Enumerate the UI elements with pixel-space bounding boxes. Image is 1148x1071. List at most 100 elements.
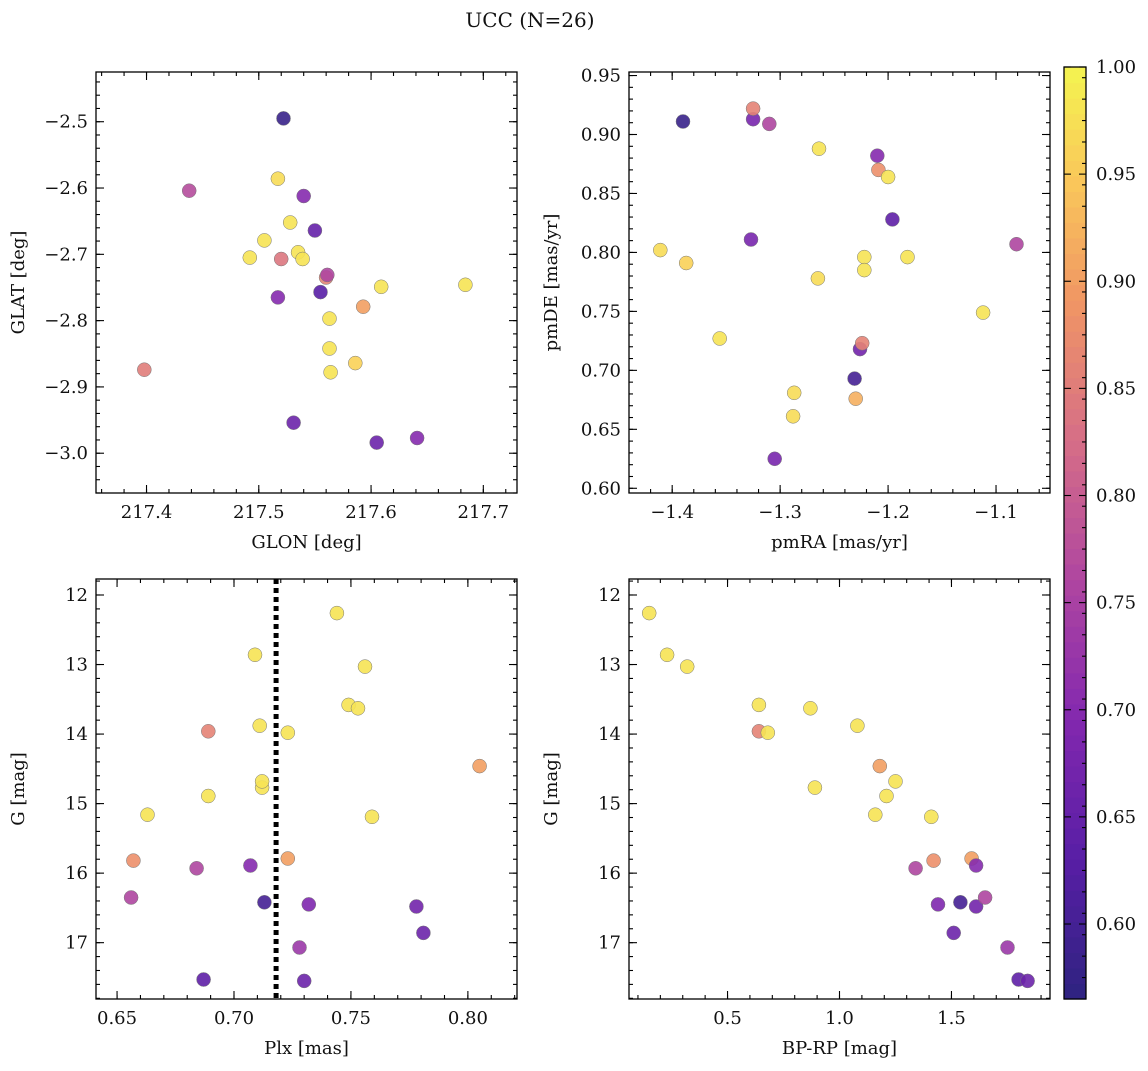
data-point bbox=[659, 647, 675, 663]
y-tick-label: 16 bbox=[598, 863, 621, 884]
colorbar-segment bbox=[1064, 160, 1086, 177]
colorbar-segment bbox=[1064, 843, 1086, 860]
colorbar-frame bbox=[1063, 66, 1087, 1000]
y-tick-label: 17 bbox=[65, 933, 88, 954]
y-tick-label: 0.80 bbox=[581, 242, 621, 263]
data-point bbox=[329, 605, 345, 621]
data-point bbox=[273, 251, 289, 267]
data-point bbox=[323, 365, 338, 380]
data-point bbox=[762, 116, 777, 132]
colorbar-segment bbox=[1064, 268, 1086, 286]
colorbar-segment bbox=[1064, 548, 1086, 565]
data-point bbox=[786, 385, 802, 401]
x-tick-label: 217.7 bbox=[458, 502, 510, 523]
data-point bbox=[357, 659, 373, 674]
colorbar-tick-label: 0.60 bbox=[1096, 914, 1136, 935]
data-point bbox=[751, 697, 767, 713]
data-point bbox=[977, 890, 993, 905]
colorbar-segment bbox=[1064, 191, 1086, 208]
data-point bbox=[257, 233, 272, 248]
data-point bbox=[313, 284, 328, 300]
y-tick-label: 0.65 bbox=[581, 419, 621, 440]
data-point bbox=[712, 331, 727, 346]
colorbar-segment bbox=[1064, 905, 1086, 922]
data-point bbox=[247, 647, 263, 663]
data-point bbox=[745, 101, 761, 116]
data-point bbox=[850, 718, 865, 733]
data-point bbox=[322, 341, 337, 356]
colorbar-segment bbox=[1064, 144, 1086, 161]
data-point bbox=[857, 249, 872, 265]
colorbar-segment bbox=[1064, 688, 1086, 705]
colorbar-segment bbox=[1064, 766, 1086, 783]
y-tick-label: 16 bbox=[65, 863, 88, 884]
data-point bbox=[301, 897, 317, 912]
data-point bbox=[743, 232, 759, 247]
colorbar-segment bbox=[1064, 424, 1086, 441]
y-tick-label: −2.7 bbox=[44, 244, 88, 265]
x-tick-label: 217.6 bbox=[345, 502, 397, 523]
x-tick-label: 0.80 bbox=[448, 1008, 488, 1029]
colorbar-segment bbox=[1064, 346, 1086, 363]
colorbar-segment bbox=[1064, 797, 1086, 814]
data-point bbox=[760, 725, 776, 740]
colorbar-segment bbox=[1064, 67, 1086, 84]
y-tick-label: 0.75 bbox=[581, 301, 621, 322]
y-axis-label: pmDE [mas/yr] bbox=[541, 214, 562, 352]
colorbar-segment bbox=[1064, 486, 1086, 503]
x-tick-label: 1.0 bbox=[825, 1008, 854, 1029]
data-point bbox=[458, 277, 473, 293]
data-point bbox=[292, 940, 307, 955]
colorbar-segment bbox=[1064, 439, 1086, 456]
colorbar-segment bbox=[1064, 610, 1086, 627]
colorbar-segment bbox=[1064, 237, 1086, 254]
colorbar-segment bbox=[1064, 564, 1086, 581]
data-point bbox=[270, 171, 286, 186]
panel-plx-g: 0.65 0.70 0.75 0.80 12 13 14 15 16 17 Plx [mas] G [… bbox=[8, 578, 518, 1059]
data-point bbox=[270, 290, 286, 305]
y-tick-label: −3.0 bbox=[44, 443, 88, 464]
data-point bbox=[675, 114, 691, 129]
colorbar-segment bbox=[1064, 890, 1086, 907]
data-point bbox=[1020, 973, 1035, 989]
colorbar-segment bbox=[1064, 781, 1086, 798]
colorbar-segment bbox=[1064, 734, 1086, 752]
colorbar-tick-label: 0.85 bbox=[1096, 378, 1136, 399]
data-point bbox=[678, 255, 694, 271]
data-point bbox=[854, 335, 870, 351]
y-axis-label: G [mag] bbox=[8, 752, 29, 825]
data-point bbox=[201, 788, 216, 804]
colorbar-segment bbox=[1064, 517, 1086, 534]
data-point bbox=[322, 311, 337, 326]
data-point bbox=[472, 758, 487, 774]
data-point bbox=[416, 925, 431, 941]
colorbar-segment bbox=[1064, 300, 1086, 317]
data-point bbox=[276, 111, 291, 126]
colorbar-segment bbox=[1064, 393, 1086, 410]
panel-glon-glat: 217.4 217.5 217.6 217.7 −2.5 −2.6 −2.7 −2.8 −2.9… bbox=[8, 71, 518, 553]
data-point bbox=[355, 299, 371, 314]
data-point bbox=[872, 758, 888, 774]
data-point bbox=[924, 809, 939, 825]
y-tick-label: 0.85 bbox=[581, 183, 621, 204]
data-point bbox=[189, 861, 204, 876]
data-point bbox=[320, 267, 335, 283]
plot-frame bbox=[628, 71, 1051, 494]
panel-bprp-g: 0.5 1.0 1.5 12 13 14 15 16 17 BP-RP [mag] G [mag] bbox=[541, 578, 1051, 1059]
colorbar-segment bbox=[1064, 750, 1086, 767]
data-point bbox=[679, 659, 695, 674]
colorbar-segment bbox=[1064, 284, 1086, 301]
colorbar-tick-label: 1.00 bbox=[1096, 57, 1136, 78]
data-point bbox=[348, 355, 363, 371]
data-point bbox=[885, 212, 900, 227]
data-point bbox=[785, 409, 801, 424]
x-tick-label: 0.70 bbox=[214, 1008, 254, 1029]
colorbar-tick-label: 0.65 bbox=[1096, 807, 1136, 828]
data-point bbox=[242, 250, 258, 265]
plot-frame bbox=[95, 71, 518, 494]
data-point bbox=[807, 780, 823, 795]
y-tick-label: 12 bbox=[598, 585, 621, 606]
data-point bbox=[847, 371, 862, 386]
data-point bbox=[181, 183, 197, 198]
data-point bbox=[286, 415, 301, 430]
